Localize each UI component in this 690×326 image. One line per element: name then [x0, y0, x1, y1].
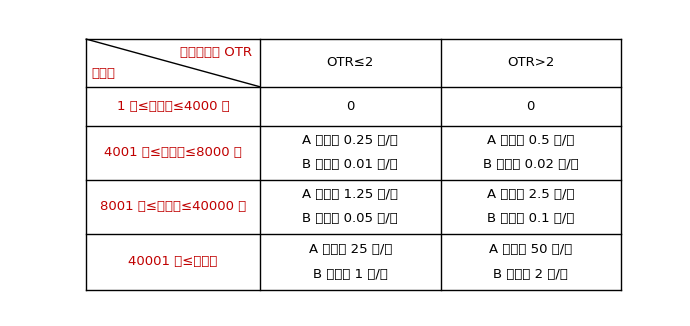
- Text: OTR>2: OTR>2: [507, 56, 555, 69]
- Text: B 组品种 0.05 元/笔: B 组品种 0.05 元/笔: [302, 212, 398, 225]
- Text: A 组品种 25 元/笔: A 组品种 25 元/笔: [308, 243, 392, 256]
- Text: A 组品种 1.25 元/笔: A 组品种 1.25 元/笔: [302, 188, 398, 201]
- Text: 8001 笔≤信息量≤40000 笔: 8001 笔≤信息量≤40000 笔: [100, 200, 246, 213]
- Text: 40001 笔≤信息量: 40001 笔≤信息量: [128, 255, 218, 268]
- Text: 信息量: 信息量: [92, 67, 116, 80]
- Text: 1 笔≤信息量≤4000 笔: 1 笔≤信息量≤4000 笔: [117, 100, 230, 113]
- Text: 0: 0: [526, 100, 535, 113]
- Text: OTR≤2: OTR≤2: [326, 56, 374, 69]
- Text: 报单成交比 OTR: 报单成交比 OTR: [180, 46, 252, 59]
- Text: A 组品种 2.5 元/笔: A 组品种 2.5 元/笔: [487, 188, 575, 201]
- Text: A 组品种 0.25 元/笔: A 组品种 0.25 元/笔: [302, 134, 398, 147]
- Text: B 组品种 1 元/笔: B 组品种 1 元/笔: [313, 268, 388, 281]
- Text: 4001 笔≤信息量≤8000 笔: 4001 笔≤信息量≤8000 笔: [104, 146, 242, 159]
- Text: B 组品种 0.1 元/笔: B 组品种 0.1 元/笔: [487, 212, 575, 225]
- Text: A 组品种 50 元/笔: A 组品种 50 元/笔: [489, 243, 573, 256]
- Text: B 组品种 0.02 元/笔: B 组品种 0.02 元/笔: [483, 158, 579, 171]
- Text: B 组品种 2 元/笔: B 组品种 2 元/笔: [493, 268, 568, 281]
- Text: A 组品种 0.5 元/笔: A 组品种 0.5 元/笔: [487, 134, 575, 147]
- Text: 0: 0: [346, 100, 355, 113]
- Text: B 组品种 0.01 元/笔: B 组品种 0.01 元/笔: [302, 158, 398, 171]
